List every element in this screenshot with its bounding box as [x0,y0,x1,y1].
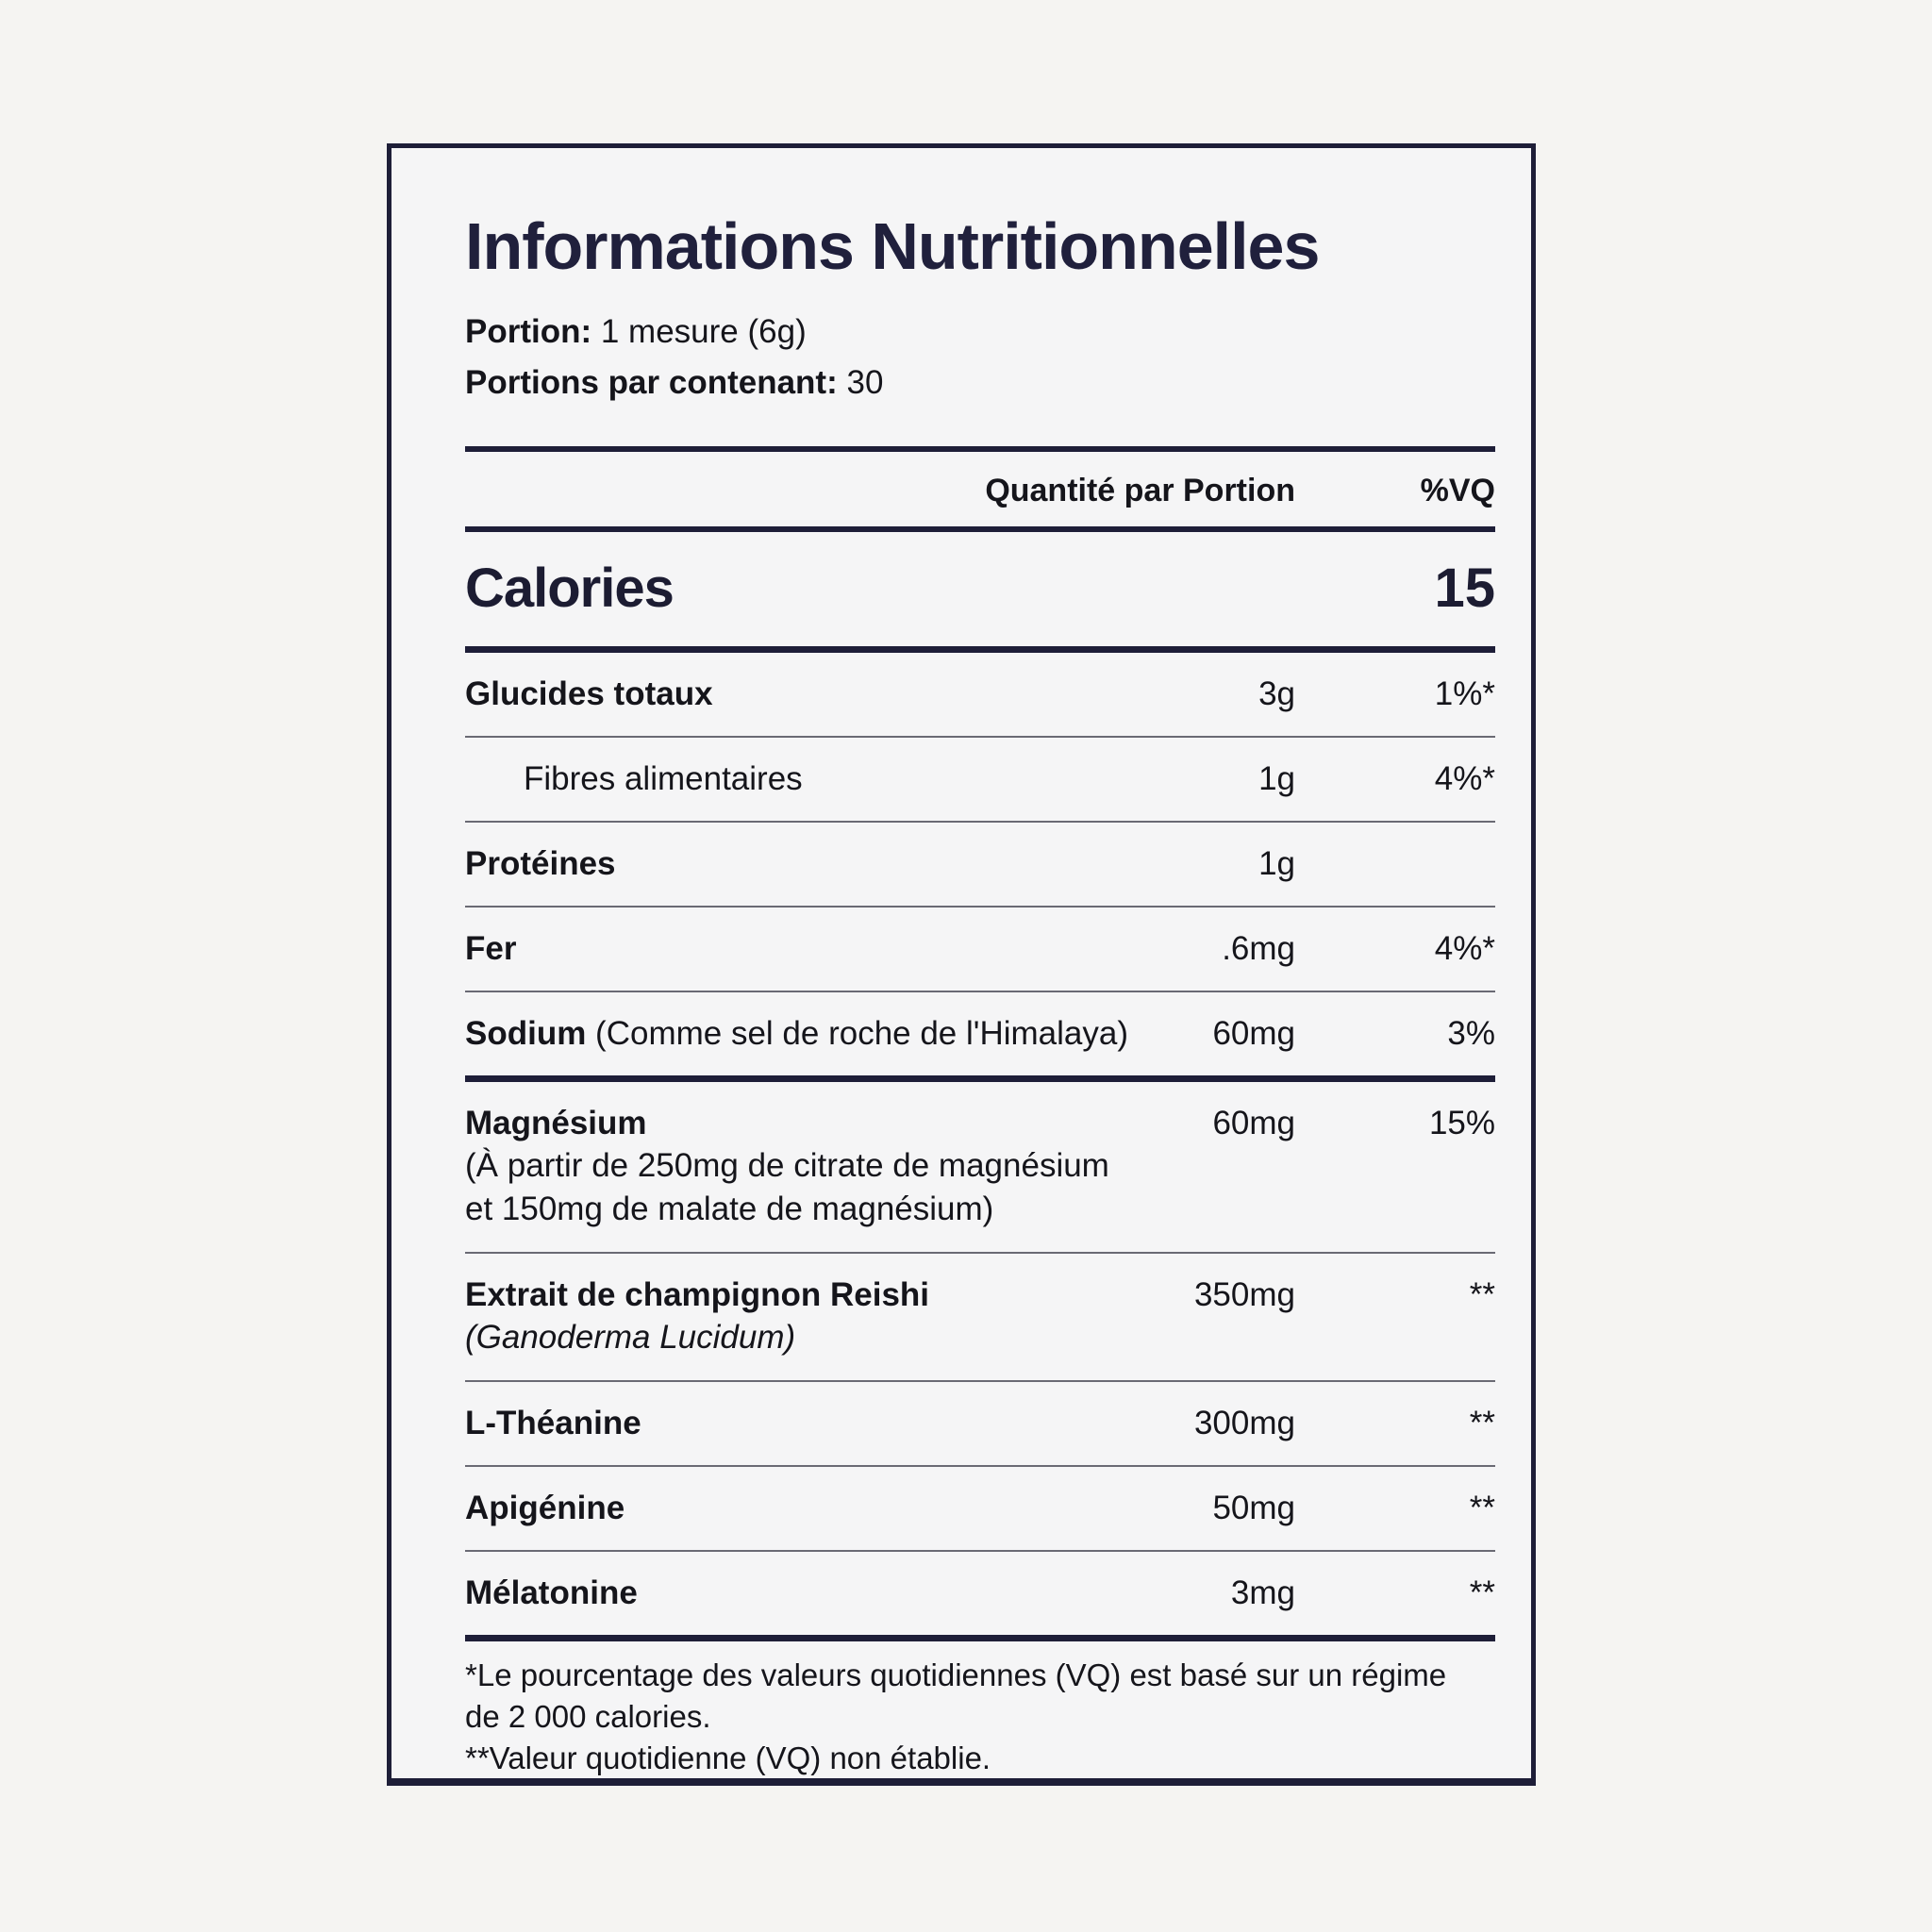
nutrient-name-bold: Sodium [465,1015,587,1052]
panel-title: Informations Nutritionnelles [465,209,1320,283]
calories-row: Calories 15 [465,532,1495,646]
nutrient-dv: 4%* [1434,930,1495,967]
amount-column-header: Quantité par Portion [985,473,1295,508]
nutrient-amount: 60mg [1212,1015,1295,1052]
nutrient-amount: 1g [1258,760,1295,797]
nutrient-latin-name: (Ganoderma Lucidum) [465,1319,796,1356]
nutrient-detail-line: (À partir de 250mg de citrate de magnési… [465,1147,1109,1184]
divider-thick-header [465,526,1495,532]
nutrient-amount: .6mg [1222,930,1295,967]
nutrient-amount: 3g [1258,675,1295,712]
nutrient-name: Fibres alimentaires [524,760,803,797]
serving-info: Portion: 1 mesure (6g) Portions par cont… [465,307,1495,408]
serving-size-label: Portion: [465,313,592,350]
nutrient-name-note: (Comme sel de roche de l'Himalaya) [586,1015,1128,1052]
nutrient-name: Glucides totaux [465,675,713,712]
nutrient-name: Fer [465,930,517,967]
nutrient-name: L-Théanine [465,1405,641,1441]
nutrient-amount: 60mg [1212,1105,1295,1141]
nutrient-amount: 50mg [1212,1490,1295,1526]
divider-heavy-sodium [465,1075,1495,1082]
divider-thin [465,821,1495,823]
nutrient-row-theanine: L-Théanine 300mg ** [465,1382,1495,1465]
nutrient-dv: 3% [1447,1015,1495,1052]
nutrient-amount: 300mg [1193,1405,1295,1441]
nutrient-row-fer: Fer .6mg 4%* [465,908,1495,991]
nutrient-name: Protéines [465,845,616,882]
calories-label: Calories [465,558,675,619]
servings-per-container-label: Portions par contenant: [465,364,838,401]
footnote-dv-basis-line2: de 2 000 calories. [465,1699,711,1734]
nutrient-dv: ** [1469,1276,1495,1313]
nutrient-detail-line: et 150mg de malate de magnésium) [465,1191,994,1227]
nutrient-dv: ** [1469,1490,1495,1526]
nutrient-row-magnesium: Magnésium 60mg 15% (À partir de 250mg de… [465,1082,1495,1252]
nutrient-row-proteines: Protéines 1g [465,823,1495,906]
divider-thin [465,1465,1495,1467]
serving-size-line: Portion: 1 mesure (6g) [465,307,1495,358]
divider-thin [465,1380,1495,1382]
nutrient-row-fibres: Fibres alimentaires 1g 4%* [465,738,1495,821]
nutrient-row-reishi: Extrait de champignon Reishi 350mg ** (G… [465,1254,1495,1380]
nutrient-name: Extrait de champignon Reishi [465,1276,930,1313]
divider-heavy-calories [465,646,1495,653]
divider-thin [465,906,1495,908]
nutrient-amount: 350mg [1193,1276,1295,1313]
nutrition-facts-panel: Informations Nutritionnelles Portion: 1 … [387,143,1536,1786]
divider-thin [465,991,1495,992]
servings-per-container-line: Portions par contenant: 30 [465,358,1495,408]
column-header-row: Quantité par Portion %VQ [465,452,1495,526]
nutrient-name: Mélatonine [465,1574,638,1611]
divider-thin [465,1252,1495,1254]
serving-size-value: 1 mesure (6g) [591,313,807,350]
divider-thick-top [465,446,1495,452]
servings-per-container-value: 30 [837,364,884,401]
nutrient-dv: ** [1469,1574,1495,1611]
nutrient-amount: 1g [1258,845,1295,882]
nutrient-name: Magnésium [465,1105,647,1141]
divider-thin [465,736,1495,738]
nutrient-row-glucides: Glucides totaux 3g 1%* [465,653,1495,736]
nutrient-amount: 3mg [1230,1574,1295,1611]
nutrient-dv: 4%* [1434,760,1495,797]
footnote-dv-basis-line1: *Le pourcentage des valeurs quotidiennes… [465,1657,1447,1692]
nutrient-dv: 15% [1428,1105,1495,1141]
nutrient-row-sodium: Sodium (Comme sel de roche de l'Himalaya… [465,992,1495,1075]
divider-heavy-bottom [465,1635,1495,1641]
nutrient-name: Apigénine [465,1490,625,1526]
nutrient-name: Sodium (Comme sel de roche de l'Himalaya… [465,1013,1212,1055]
nutrient-row-first-line: Extrait de champignon Reishi 350mg ** [465,1274,1495,1316]
nutrient-row-melatonine: Mélatonine 3mg ** [465,1552,1495,1635]
dv-column-header: %VQ [1420,473,1495,508]
footnote-dv-not-established: **Valeur quotidienne (VQ) non établie. [465,1740,991,1775]
divider-thin [465,1550,1495,1552]
nutrient-row-first-line: Magnésium 60mg 15% [465,1103,1495,1144]
calories-value: 15 [1434,558,1495,619]
nutrient-row-apigenine: Apigénine 50mg ** [465,1467,1495,1550]
nutrient-dv: 1%* [1434,675,1495,712]
nutrient-dv: ** [1469,1405,1495,1441]
footnotes: *Le pourcentage des valeurs quotidiennes… [465,1655,1495,1779]
